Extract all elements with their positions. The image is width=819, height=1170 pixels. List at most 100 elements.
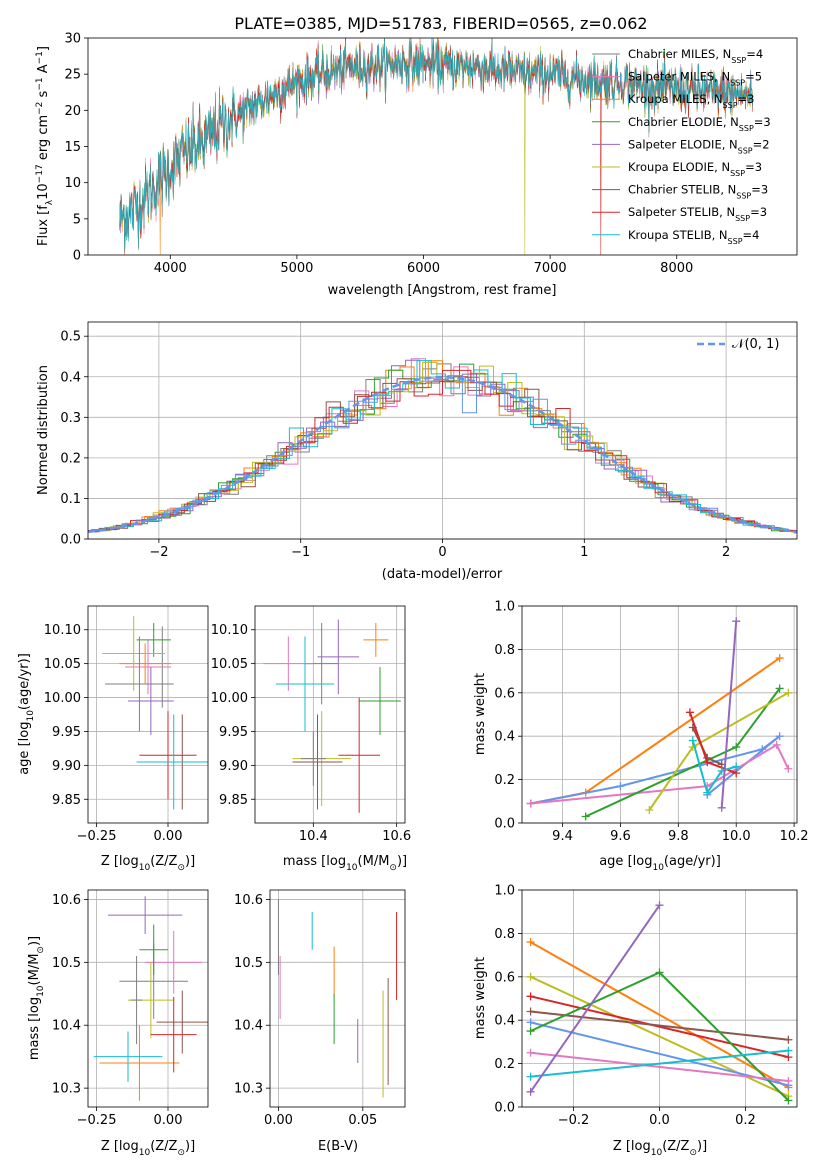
age-vs-mass-axes-marks [263,619,401,813]
y-tick-label: 10.3 [234,1082,263,1097]
y-tick-label: 0.6 [494,970,515,985]
y-tick-label: 0.2 [494,1057,515,1072]
x-tick-label: 4000 [154,261,187,276]
legend-entry: Kroupa MILES, NSSP=3 [628,92,754,110]
x-tick-label: −0.25 [77,829,117,844]
y-tick-label: 9.90 [219,759,248,774]
y-tick-label: 10.05 [44,657,81,672]
axes-frame [521,889,798,1108]
y-tick-label: 10.5 [52,956,81,971]
x-tick-label: 10.6 [382,829,411,844]
weight-marker [732,617,741,626]
axes-frame [87,321,798,540]
y-tick-label: 10.5 [234,956,263,971]
y-tick-label: 10.00 [211,691,248,706]
x-tick-label: 1 [580,545,588,560]
legend-entry: Chabrier STELIB, NSSP=3 [628,183,768,201]
residuals-axes-marks [88,358,797,534]
x-tick-label: 0.0 [649,1113,670,1128]
weight-marker [526,1027,535,1036]
y-tick-label: 0.8 [494,643,515,658]
y-tick-label: 0.0 [60,533,81,548]
weight-line-3 [530,743,790,805]
weight-vs-z-ylabel: mass weight [473,957,488,1039]
age-vs-mass-xlabel: mass [log10(M/M⊙)] [283,854,407,873]
weight-marker [784,688,793,697]
x-tick-label: −0.25 [77,1113,117,1128]
y-tick-label: 0.2 [60,451,81,466]
x-tick-label: −0.2 [558,1113,590,1128]
y-tick-label: 10.00 [44,691,81,706]
weight-marker [784,1046,793,1055]
y-tick-label: 10.4 [52,1019,81,1034]
weight-line-5 [530,1021,789,1087]
y-tick-label: 0 [73,249,81,264]
weight-marker [685,708,694,717]
weight-marker [775,684,784,693]
y-tick-label: 5 [73,212,81,227]
legend-entry: Salpeter ELODIE, NSSP=2 [628,137,770,155]
residual-histogram-8 [88,369,797,531]
x-tick-label: 10.2 [780,829,809,844]
weight-line-4 [530,1010,789,1041]
weight-marker [775,654,784,663]
weight-vs-age-xlabel: age [log10(age/yr)] [599,854,721,873]
y-tick-label: 30 [64,32,81,47]
y-tick-label: 0.4 [60,370,81,385]
legend-entry: Kroupa STELIB, NSSP=4 [628,228,759,246]
gaussian-curve [88,375,797,534]
x-tick-label: 9.8 [668,829,689,844]
weight-marker [772,740,781,749]
y-tick-label: 1.0 [494,884,515,899]
mass-vs-z-ylabel: mass [log10(M/M⊙)] [27,936,46,1060]
residuals-axes: −2 −1 0 1 2 0.0 0.1 0.2 0.3 0.4 0.5 𝒩(0, 1) [60,321,798,560]
y-tick-label: 0.6 [494,686,515,701]
weight-line-2 [530,735,781,805]
weight-vs-z-axes-marks [526,901,793,1105]
weight-marker [784,1076,793,1085]
axes-frame [269,889,406,1108]
mass-vs-z-axes-marks [93,896,208,1101]
y-tick-label: 10.10 [44,623,81,638]
spectrum-legend: Chabrier MILES, NSSP=4 Salpeter MILES, NS… [592,47,771,245]
y-tick-label: 9.85 [219,793,248,808]
y-tick-label: 0.2 [494,773,515,788]
residuals-ylabel: Normed distribution [36,365,51,495]
x-tick-label: 9.4 [552,829,573,844]
weight-vs-z-xlabel: Z [log10(Z/Z⊙)] [613,1139,707,1158]
x-tick-label: 10.0 [722,829,751,844]
weight-marker [784,764,793,773]
weight-marker [526,1007,535,1016]
weight-marker [775,732,784,741]
figure-title: PLATE=0385, MJD=51783, FIBERID=0565, z=0… [234,14,647,33]
y-tick-label: 0.0 [494,817,515,832]
weight-marker [703,758,712,767]
weight-marker [526,1018,535,1027]
weight-line-3 [530,995,789,1059]
weight-marker [645,805,654,814]
y-tick-label: 9.95 [52,725,81,740]
weight-marker [526,799,535,808]
x-tick-label: 0 [438,545,446,560]
y-tick-label: 0.4 [494,730,515,745]
x-tick-label: 8000 [660,261,693,276]
x-tick-label: −2 [149,545,168,560]
age-vs-z-axes-marks [102,616,208,810]
y-tick-label: 9.95 [219,725,248,740]
mass-vs-z-xlabel: Z [log10(Z/Z⊙)] [101,1139,195,1158]
y-tick-label: 0.3 [60,411,81,426]
weight-marker [784,1096,793,1105]
x-tick-label: 2 [722,545,730,560]
y-tick-label: 0.8 [494,927,515,942]
weight-marker [784,1035,793,1044]
x-tick-label: 9.6 [610,829,631,844]
weight-marker [526,992,535,1001]
y-tick-label: 25 [64,68,81,83]
weight-marker [526,1048,535,1057]
legend-entry: 𝒩(0, 1) [732,337,779,352]
plot-layer: 4000 5000 6000 7000 8000051015202530Chabrier… [17,32,809,1159]
weight-marker [526,938,535,947]
age-vs-z-ylabel: age [log10(age/yr)] [17,653,36,775]
residual-histogram-5 [93,359,797,532]
y-tick-label: 10.6 [234,893,263,908]
